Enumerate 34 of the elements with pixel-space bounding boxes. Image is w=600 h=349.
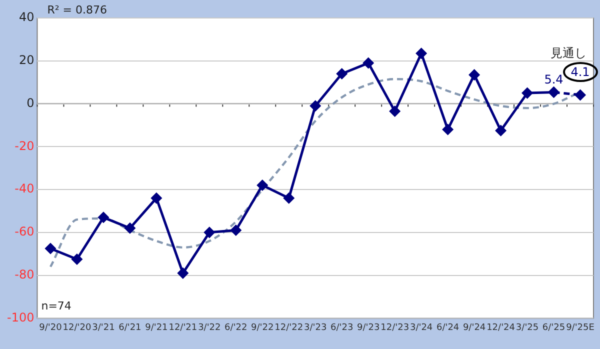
x-tick-label: 12/'21 [168, 322, 198, 333]
x-tick-label: 3/'21 [92, 322, 115, 333]
y-tick-label: -40 [14, 182, 34, 196]
x-tick-label: 12/'22 [274, 322, 304, 333]
x-tick-label: 12/'20 [62, 322, 92, 333]
x-tick-label: 3/'23 [304, 322, 327, 333]
y-tick-label: 0 [26, 96, 34, 110]
y-tick-label: 40 [18, 10, 34, 24]
x-tick-label: 6/'22 [224, 322, 248, 333]
y-tick-label: -60 [14, 224, 34, 239]
annotation: 見通し [550, 46, 586, 60]
x-tick-label: 9/'25E [566, 322, 595, 333]
x-tick-label: 3/'22 [198, 322, 221, 333]
y-tick-label: -20 [14, 138, 34, 153]
x-tick-label: 6/'25 [542, 322, 566, 333]
x-tick-label: 9/'21 [145, 322, 168, 333]
x-tick-label: 9/'20 [39, 322, 62, 333]
x-tick-label: 12/'24 [486, 322, 516, 333]
data-label: 5.4 [544, 72, 564, 86]
y-tick-label: 20 [18, 53, 34, 68]
x-tick-label: 3/'25 [516, 322, 539, 333]
x-tick-label: 6/'23 [330, 322, 354, 333]
annotation: n=74 [41, 300, 72, 313]
x-tick-label: 12/'23 [380, 322, 410, 333]
x-tick-label: 9/'24 [462, 322, 486, 333]
y-tick-label: -100 [7, 310, 34, 324]
x-tick-label: 6/'24 [436, 322, 460, 333]
x-tick-label: 6/'21 [118, 322, 142, 333]
data-label: 4.1 [570, 65, 590, 80]
x-tick-label: 3/'24 [410, 322, 433, 333]
x-tick-label: 9/'22 [251, 322, 274, 333]
text: R² = 0.876 [47, 3, 107, 16]
y-tick-label: -80 [14, 267, 34, 282]
x-tick-label: 9/'23 [357, 322, 380, 333]
